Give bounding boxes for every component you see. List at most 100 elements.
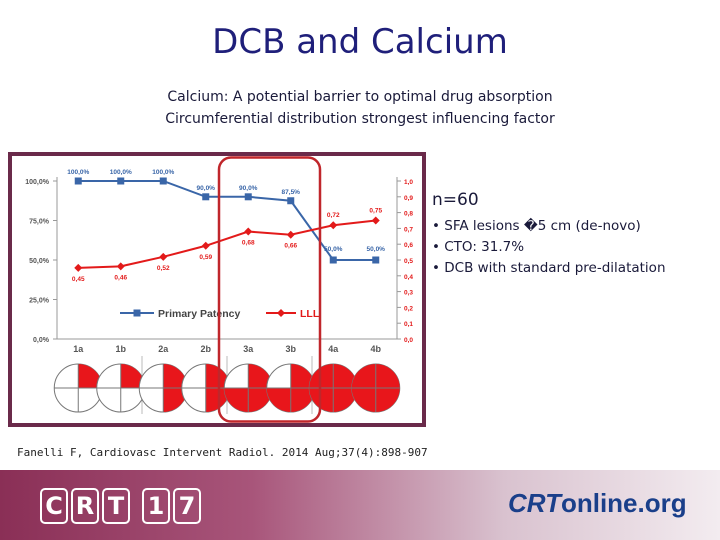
subtitle-line-2: Circumferential distribution strongest i… — [165, 111, 555, 127]
calcium-quadrant-fill — [333, 364, 358, 388]
highlight-frame — [217, 156, 322, 423]
right-axis-tick-label: 0,6 — [404, 242, 413, 249]
primary-patency-data-label: 100,0% — [152, 169, 174, 176]
sample-size: n=60 — [432, 190, 479, 210]
right-axis-tick-label: 0,4 — [404, 274, 413, 281]
right-axis-tick-label: 0,2 — [404, 305, 413, 312]
left-axis-tick-label: 75,0% — [29, 219, 50, 226]
primary-patency-data-label: 87,5% — [282, 189, 301, 196]
crt17-logo-letter: R — [71, 488, 99, 524]
primary-patency-data-label: 90,0% — [239, 185, 258, 192]
calcium-quadrant-fill — [163, 388, 188, 412]
primary-patency-point — [287, 197, 295, 205]
crtonline-logo: CRTonline.org — [508, 488, 687, 519]
lll-line — [78, 219, 376, 269]
calcium-quadrant-fill — [351, 364, 376, 388]
left-axis-tick-label: 25,0% — [29, 298, 50, 305]
study-info: n=60 • SFA lesions �5 cm (de-novo) • CTO… — [432, 190, 666, 279]
right-axis-tick-label: 0,5 — [404, 258, 413, 265]
category-label: 1b — [115, 344, 126, 354]
right-axis-tick-label: 0,0 — [404, 337, 413, 344]
crtonline-logo-online: online — [560, 488, 638, 518]
right-axis-tick-label: 0,9 — [404, 195, 413, 202]
bullet-sfa-lesions: • SFA lesions �5 cm (de-novo) — [432, 218, 641, 234]
primary-patency-point — [159, 177, 167, 185]
calcium-quadrant-fill — [78, 364, 103, 388]
category-label: 1a — [73, 344, 84, 354]
calcium-quadrant-fill — [120, 364, 145, 388]
right-axis-tick-label: 0,3 — [404, 290, 413, 297]
calcium-quadrant-fill — [163, 364, 188, 388]
slide-title: DCB and Calcium — [212, 22, 508, 62]
patency-lll-chart: 0,0% 25,0% 50,0% 75,0% 100,0% 0,0 0,1 0,2 0,3 0,4… — [25, 156, 413, 423]
crt17-logo-letter: T — [102, 488, 130, 524]
crt17-logo: C R T 1 7 — [40, 488, 201, 524]
category-label: 4b — [370, 344, 381, 354]
right-axis-tick-label: 1,0 — [404, 179, 413, 186]
lll-point — [74, 263, 83, 272]
lll-point — [159, 252, 168, 261]
calcium-quadrant-fill — [248, 388, 273, 412]
crtonline-logo-org: .org — [637, 488, 687, 518]
crtonline-logo-crt: CRT — [508, 488, 561, 518]
primary-patency-point — [329, 256, 337, 264]
calcium-quadrant-fill — [290, 388, 315, 412]
right-axis-tick-label: 0,8 — [404, 211, 413, 218]
primary-patency-point — [74, 177, 82, 185]
bullet-cto: • CTO: 31.7% — [432, 239, 525, 255]
primary-patency-point — [117, 177, 125, 185]
right-axis-tick-label: 0,1 — [404, 321, 413, 328]
lll-data-label: 0,75 — [369, 208, 382, 215]
footer-bar: C R T 1 7 CRTonline.org — [0, 470, 720, 540]
lll-data-label: 0,66 — [284, 243, 297, 250]
calcium-quadrant-fill — [333, 388, 358, 412]
legend-lll-label: LLL — [300, 308, 320, 320]
calcium-quadrant-fill — [224, 388, 249, 412]
lll-point — [116, 262, 125, 271]
category-label: 3b — [285, 344, 296, 354]
lll-data-label: 0,59 — [199, 254, 212, 261]
left-axis-tick-label: 0,0% — [33, 337, 50, 344]
legend-primary-patency-label: Primary Patency — [158, 308, 240, 320]
left-axis-tick-label: 50,0% — [29, 258, 50, 265]
lll-data-label: 0,68 — [242, 240, 255, 247]
legend-lll-swatch-marker — [277, 309, 285, 317]
calcium-quadrant-fill — [248, 364, 273, 388]
calcium-quadrant-fill — [351, 388, 376, 412]
primary-patency-data-label: 50,0% — [367, 246, 386, 253]
citation: Fanelli F, Cardiovasc Intervent Radiol. … — [17, 446, 428, 459]
lll-point — [371, 216, 380, 225]
calcium-quadrant-fill — [375, 364, 400, 388]
crt17-logo-digit: 1 — [142, 488, 170, 524]
bullet-dcb: • DCB with standard pre-dilatation — [432, 260, 666, 276]
calcium-quadrant-fill — [266, 388, 291, 412]
primary-patency-data-label: 50,0% — [324, 246, 343, 253]
lll-data-label: 0,45 — [72, 276, 85, 283]
slide-subtitle: Calcium: A potential barrier to optimal … — [0, 86, 720, 130]
primary-patency-point — [372, 256, 380, 264]
calcium-quadrant-fill — [290, 364, 315, 388]
category-label: 2a — [158, 344, 169, 354]
category-label: 3a — [243, 344, 254, 354]
category-label: 4a — [328, 344, 339, 354]
right-axis-tick-label: 0,7 — [404, 226, 413, 233]
primary-patency-point — [244, 193, 252, 201]
primary-patency-data-label: 100,0% — [67, 169, 89, 176]
chart-panel: 0,0% 25,0% 50,0% 75,0% 100,0% 0,0 0,1 0,2 0,3 0,4… — [12, 156, 422, 423]
lll-point — [286, 230, 295, 239]
category-label: 2b — [200, 344, 211, 354]
lll-data-label: 0,72 — [327, 212, 340, 219]
primary-patency-data-label: 90,0% — [197, 185, 216, 192]
primary-patency-data-label: 100,0% — [110, 169, 132, 176]
chart-frame: 0,0% 25,0% 50,0% 75,0% 100,0% 0,0 0,1 0,2 0,3 0,4… — [8, 152, 426, 427]
lll-data-label: 0,46 — [114, 274, 127, 281]
subtitle-line-1: Calcium: A potential barrier to optimal … — [167, 89, 553, 105]
primary-patency-point — [202, 193, 210, 201]
lll-point — [244, 227, 253, 236]
lll-data-label: 0,52 — [157, 265, 170, 272]
crt17-logo-digit: 7 — [173, 488, 201, 524]
legend-primary-patency-swatch-marker — [133, 309, 141, 317]
crt17-logo-letter: C — [40, 488, 68, 524]
lll-point — [329, 221, 338, 230]
primary-patency-line — [78, 180, 376, 261]
